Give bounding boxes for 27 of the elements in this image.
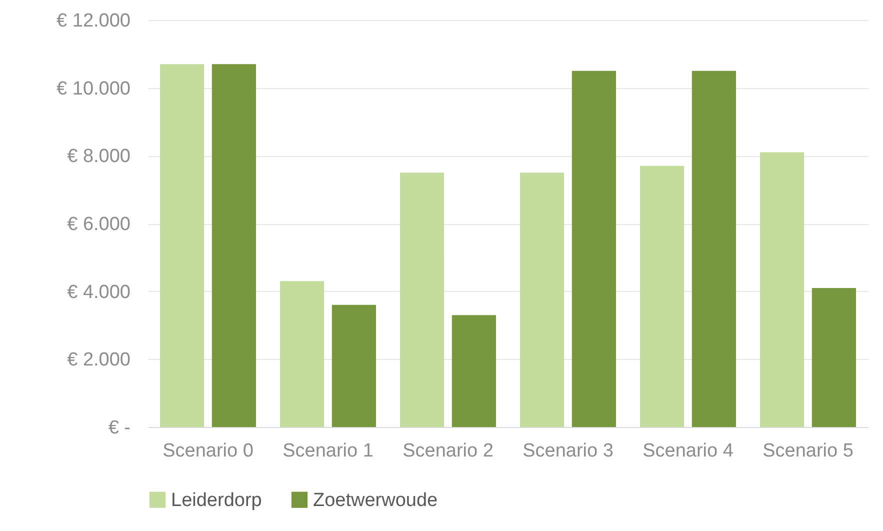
bar (160, 64, 204, 427)
bar (520, 172, 564, 427)
bar (212, 64, 256, 427)
y-tick-label: € 6.000 (67, 214, 130, 235)
legend-label: Leiderdorp (171, 490, 262, 511)
x-tick-label: Scenario 4 (642, 440, 734, 462)
bar (760, 152, 804, 427)
bar (572, 70, 616, 427)
bar (640, 166, 684, 427)
bar (280, 281, 324, 427)
legend-label: Zoetwerwoude (313, 490, 438, 511)
y-tick-label: € 2.000 (67, 350, 130, 371)
y-tick-label: € 10.000 (56, 78, 130, 100)
x-tick-label: Scenario 1 (282, 440, 374, 462)
y-tick-label: € - (108, 418, 130, 438)
y-tick-label: € 4.000 (67, 282, 130, 303)
bar (332, 304, 376, 427)
bar (692, 70, 736, 427)
bar (400, 172, 444, 427)
x-tick-label: Scenario 2 (402, 440, 494, 462)
x-tick-label: Scenario 0 (162, 440, 254, 462)
bar (812, 288, 856, 427)
y-tick-label: € 12.000 (56, 10, 130, 32)
y-tick-label: € 8.000 (67, 146, 130, 168)
x-tick-label: Scenario 5 (762, 440, 854, 462)
bar (452, 315, 496, 427)
x-tick-label: Scenario 3 (522, 440, 614, 462)
